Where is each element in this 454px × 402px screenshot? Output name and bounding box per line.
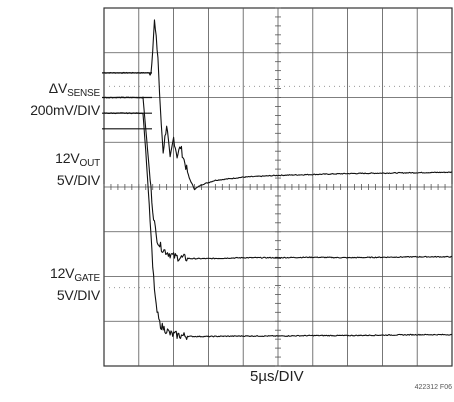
trace-12v-gate bbox=[103, 112, 453, 340]
sense-channel-scale: 200mV/DIV bbox=[30, 102, 100, 118]
gate-channel-scale: 5V/DIV bbox=[56, 287, 100, 303]
gate-channel-label: 12VGATE 5V/DIV bbox=[50, 265, 100, 303]
out-channel-scale: 5V/DIV bbox=[56, 172, 100, 188]
waveform-traces bbox=[103, 19, 453, 340]
out-channel-label: 12VOUT 5V/DIV bbox=[55, 150, 100, 188]
figure-id: 422312 F06 bbox=[414, 384, 452, 391]
out-channel-name: 12VOUT bbox=[55, 150, 100, 169]
sense-channel-name: ΔVSENSE bbox=[48, 80, 100, 99]
trace--v-sense bbox=[103, 19, 453, 191]
sense-channel-label: ΔVSENSE 200mV/DIV bbox=[30, 80, 100, 118]
time-scale-label: 5µs/DIV bbox=[250, 368, 304, 385]
graticule-grid bbox=[103, 7, 453, 367]
trace-12v-out bbox=[103, 96, 453, 262]
trace-baseline-markers bbox=[102, 72, 152, 130]
gate-channel-name: 12VGATE bbox=[50, 265, 100, 284]
